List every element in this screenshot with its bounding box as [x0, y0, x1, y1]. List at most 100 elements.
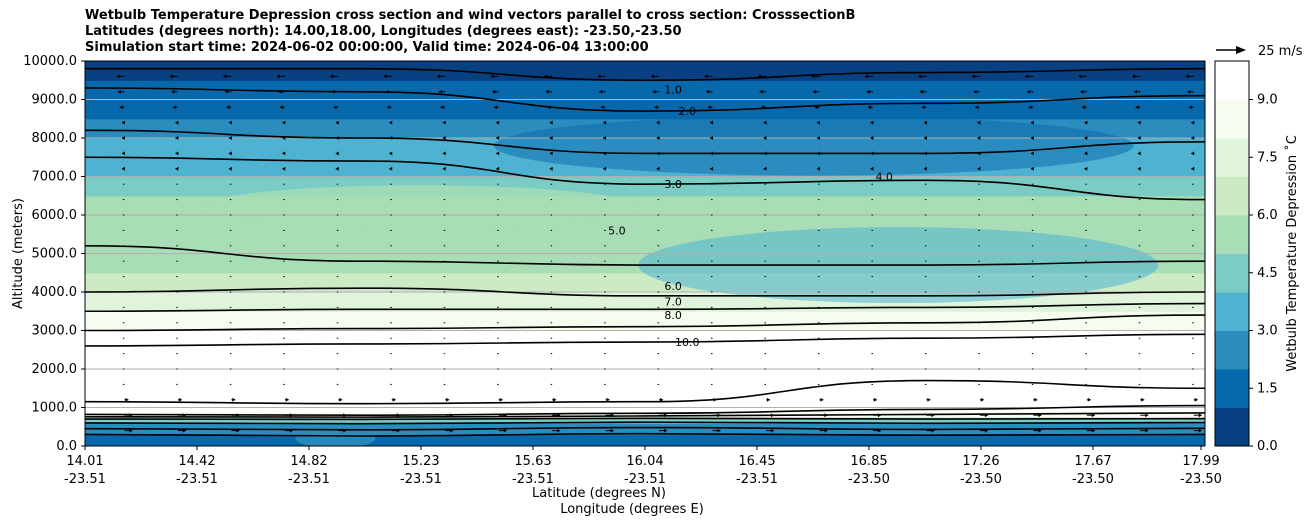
contour-label: 4.0 — [875, 170, 893, 183]
wind-arrow-head — [169, 74, 173, 79]
colorbar-tick-label: 1.5 — [1257, 381, 1278, 396]
colorbar-segment — [1215, 407, 1249, 428]
x-tick-label-lon: -23.51 — [288, 472, 330, 487]
wind-arrow-head — [706, 89, 710, 94]
wind-arrow-head — [335, 120, 339, 125]
x-tick-label-lat: 16.45 — [738, 454, 775, 469]
filled-contour-field — [85, 61, 1205, 446]
x-tick-label-lat: 16.85 — [850, 454, 887, 469]
wind-arrow-head — [557, 413, 561, 418]
wind-arrow-head — [236, 413, 240, 418]
contour-line — [85, 412, 1205, 418]
x-tick-label-lat: 17.67 — [1074, 454, 1111, 469]
wind-arrow-head — [1080, 89, 1084, 94]
wind-arrow-head — [977, 136, 981, 140]
wind-arrow-head — [1135, 105, 1139, 110]
wind-arrow-head — [549, 166, 553, 171]
wind-arrow-head — [1198, 413, 1202, 418]
x-tick-label-lon: -23.51 — [64, 472, 106, 487]
wind-arrow-head — [496, 136, 500, 140]
y-tick-label: 3000.0 — [32, 324, 78, 339]
wind-arrow-head — [289, 428, 293, 433]
wind-arrow-head — [545, 89, 549, 94]
x-tick-label-lon: -23.51 — [624, 472, 666, 487]
wind-arrow-head — [1132, 74, 1136, 79]
field-band — [85, 99, 1205, 120]
contour-line — [85, 129, 1205, 155]
wind-arrow-head — [442, 166, 446, 171]
colorbar-tick-label: 4.5 — [1257, 266, 1278, 281]
wind-arrow-head — [493, 105, 497, 110]
wind-arrow-head — [121, 120, 125, 125]
wind-arrow-head — [389, 166, 393, 171]
contour-line — [85, 287, 1205, 297]
wind-arrow-head — [1185, 74, 1189, 79]
grid-lines — [85, 99, 1205, 408]
wind-arrow-head — [1191, 151, 1195, 156]
wind-arrow-head — [664, 413, 668, 418]
wind-arrow-head — [1145, 413, 1149, 418]
wind-arrow-head — [125, 397, 129, 402]
colorbar-segment — [1215, 272, 1249, 293]
wind-arrow-head — [763, 136, 767, 140]
wind-arrow-head — [758, 74, 762, 79]
colorbar-segment — [1215, 80, 1249, 100]
colorbar-tick-label: 7.5 — [1257, 150, 1278, 165]
x-tick-label-lat: 15.23 — [402, 454, 439, 469]
y-tick-label: 1000.0 — [32, 401, 78, 416]
wind-arrow-head — [1091, 428, 1095, 433]
moist-patch — [493, 115, 1134, 176]
wind-arrow-head — [1084, 166, 1088, 171]
wind-arrow-head — [1137, 166, 1141, 171]
wind-arrow-head — [870, 136, 874, 140]
x-tick-label-lon: -23.51 — [512, 472, 554, 487]
field-band — [85, 388, 1205, 409]
wind-arrow-head — [553, 397, 557, 402]
wind-arrow-head — [610, 428, 614, 433]
vector-key-arrow-head — [1236, 46, 1246, 54]
wind-arrow-head — [1252, 413, 1255, 417]
field-band — [85, 61, 1205, 81]
wind-arrow-head — [977, 166, 981, 171]
wind-arrow-head — [339, 397, 343, 402]
wind-arrow-head — [226, 105, 230, 110]
wind-arrow-head — [923, 151, 927, 156]
wind-arrow-head — [386, 105, 390, 110]
wind-arrow-head — [811, 74, 815, 79]
wind-arrow-head — [175, 151, 179, 156]
field-band — [85, 311, 1205, 332]
wind-arrow-head — [232, 397, 236, 402]
colorbar-segment — [1215, 426, 1249, 447]
wind-arrow-head — [652, 89, 656, 94]
wind-arrow-head — [442, 151, 446, 156]
colorbar-segment — [1215, 176, 1249, 197]
wind-arrow-head — [820, 397, 824, 402]
y-tick-label: 5000.0 — [32, 247, 78, 262]
x-axis-label-lat: Latitude (degrees N) — [532, 486, 666, 501]
wind-arrow-head — [984, 428, 988, 433]
wind-arrow-head — [450, 428, 454, 433]
wind-arrow-head — [549, 151, 553, 156]
wind-arrow-head — [496, 166, 500, 171]
wind-arrow-head — [816, 166, 820, 171]
wind-arrow-head — [335, 136, 339, 140]
wind-arrow-head — [610, 413, 614, 418]
wind-arrow-head — [496, 151, 500, 156]
colorbar: 0.0 1.5 3.0 4.5 6.0 7.5 9.0 Wetbulb Temperature… — [1214, 60, 1300, 454]
contour-line — [85, 404, 1205, 417]
wind-arrow-head — [660, 397, 664, 402]
field-band — [85, 330, 1205, 351]
wind-arrow-head — [761, 105, 765, 110]
contour-line — [85, 417, 1205, 421]
wind-arrow-head — [1084, 151, 1088, 156]
contour-line — [85, 314, 1205, 332]
wind-arrow-head — [931, 428, 935, 433]
wind-arrow-head — [178, 397, 182, 402]
wind-arrow-head — [980, 397, 984, 402]
wind-arrow-head — [236, 428, 240, 433]
field-band — [85, 369, 1205, 389]
wind-arrow-head — [763, 166, 767, 171]
wind-arrow-head — [1030, 166, 1034, 171]
wind-arrow-head — [182, 413, 186, 418]
